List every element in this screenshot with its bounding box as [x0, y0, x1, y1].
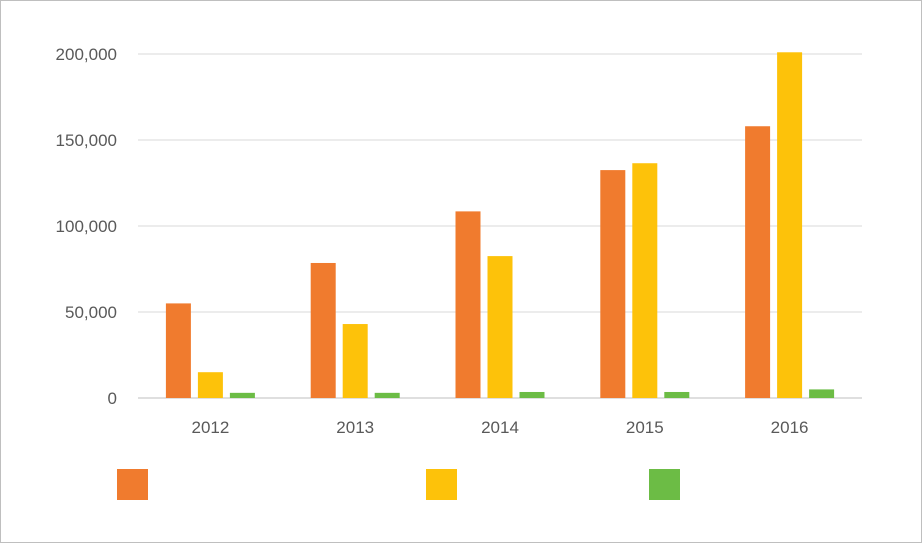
- y-tick-label: 0: [108, 389, 117, 408]
- bar: [197, 372, 223, 398]
- bar: [745, 126, 771, 399]
- bar: [632, 163, 658, 398]
- bar: [310, 262, 336, 398]
- legend: [117, 469, 680, 500]
- bar: [229, 392, 255, 398]
- bar: [487, 256, 513, 398]
- x-tick-label: 2016: [771, 418, 809, 437]
- x-tick-label: 2012: [191, 418, 229, 437]
- bar: [374, 392, 400, 398]
- bar: [455, 211, 481, 398]
- bars: [165, 52, 835, 399]
- x-tick-label: 2014: [481, 418, 519, 437]
- x-axis-ticks: 2012 2013 2014 2015 2016: [191, 418, 808, 437]
- y-tick-label: 50,000: [65, 303, 117, 322]
- legend-swatch: [426, 469, 457, 500]
- y-axis-ticks: 200,000 150,000 100,000 50,000 0: [56, 45, 117, 408]
- bar: [519, 391, 545, 398]
- bar: [664, 391, 690, 398]
- y-tick-label: 150,000: [56, 131, 117, 150]
- bar: [600, 170, 626, 398]
- y-tick-label: 100,000: [56, 217, 117, 236]
- bar: [777, 52, 803, 398]
- bar: [342, 324, 368, 398]
- bar: [165, 303, 191, 398]
- bar: [809, 389, 835, 398]
- legend-swatch: [117, 469, 148, 500]
- x-tick-label: 2015: [626, 418, 664, 437]
- x-tick-label: 2013: [336, 418, 374, 437]
- y-tick-label: 200,000: [56, 45, 117, 64]
- legend-swatch: [649, 469, 680, 500]
